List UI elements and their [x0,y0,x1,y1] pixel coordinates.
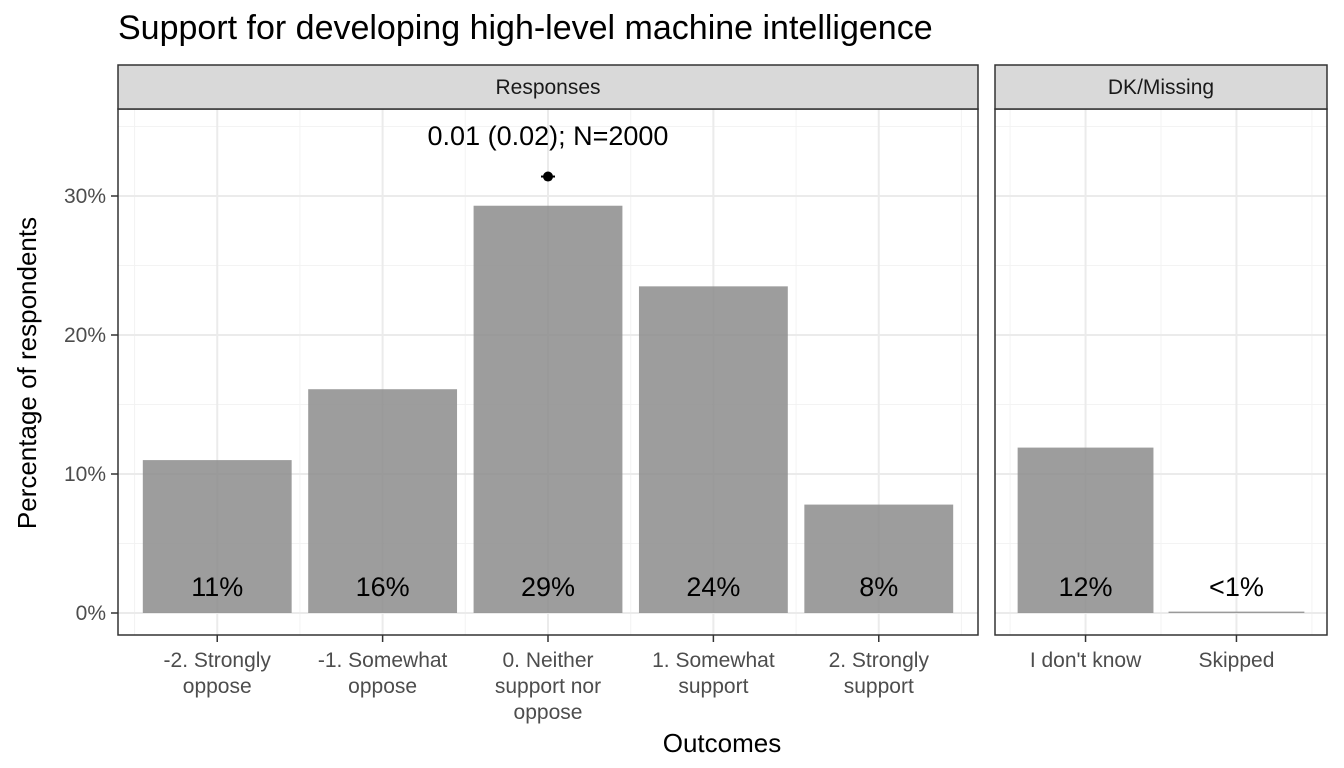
x-tick-label: 2. Strongly support [829,649,930,698]
mean-annotation: 0.01 (0.02); N=2000 [428,121,669,151]
mean-point [543,171,553,182]
bar [1168,611,1305,613]
data-label: 29% [521,572,575,602]
facet-strip-label: Responses [495,76,600,99]
y-tick-label: 0% [76,602,106,625]
data-label: 24% [686,572,740,602]
facet-strip [117,64,979,110]
data-label: 8% [859,572,898,602]
y-axis-title: Percentage of respondents [12,217,42,529]
x-tick-label: Skipped [1199,649,1275,672]
y-tick-label: 30% [64,185,106,208]
data-label: 12% [1059,572,1113,602]
facet-strip-label: DK/Missing [1108,76,1214,99]
x-tick-label: 0. Neither support nor oppose [495,649,601,724]
x-tick-label: -2. Strongly oppose [164,649,272,698]
bar [1017,447,1154,613]
y-tick-label: 10% [64,463,106,486]
bar [473,205,623,614]
bar [804,504,954,613]
bar [308,389,458,613]
data-label: <1% [1209,572,1264,602]
x-axis-title: Outcomes [663,728,782,758]
x-tick-label: 1. Somewhat support [652,649,775,698]
x-tick-label: I don't know [1030,649,1142,672]
y-tick-label: 20% [64,324,106,347]
facet-strip [994,64,1328,110]
data-label: 16% [356,572,410,602]
data-label: 11% [191,572,243,602]
bar [142,460,292,613]
x-tick-label: -1. Somewhat oppose [318,649,448,698]
chart-title: Support for developing high-level machin… [118,9,933,47]
bar [638,286,788,613]
